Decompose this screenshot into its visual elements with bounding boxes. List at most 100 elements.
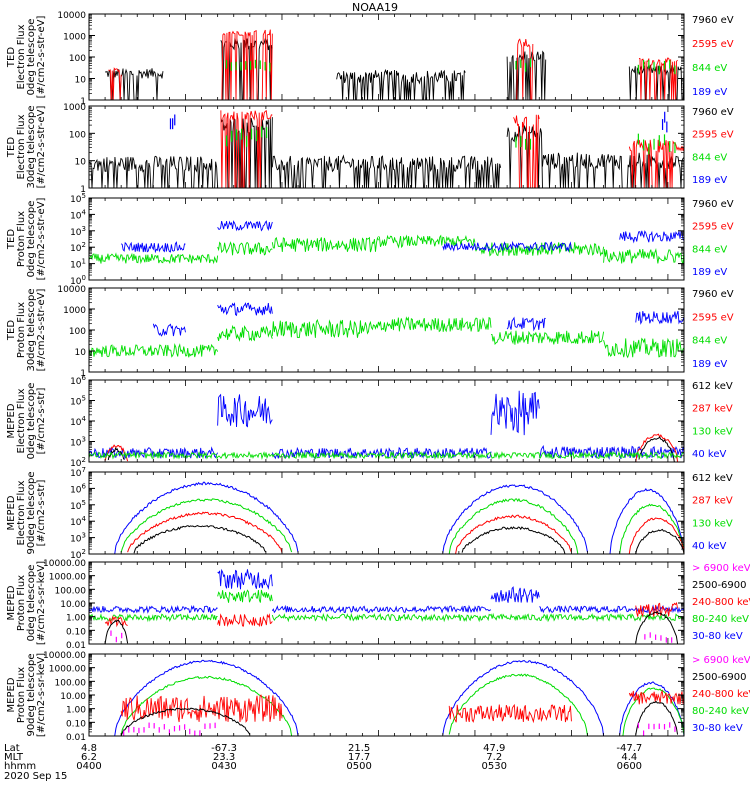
y-tick-label: 0.01 (66, 641, 86, 651)
series-blue-segment (271, 446, 492, 460)
series-green-segment (474, 242, 605, 257)
series-blue-segment (490, 586, 540, 603)
y-axis-label: [#/cm2-s-str-eV] (36, 198, 47, 281)
panel-1 (88, 13, 685, 101)
y-tick-label: 105 (70, 499, 86, 512)
series-blue-segment (538, 444, 684, 460)
panel-frame (88, 105, 685, 189)
footer-hhmm-value: 0600 (617, 761, 642, 772)
footer-lat-value: 47.9 (483, 743, 505, 754)
y-axis-label: TED (6, 320, 17, 341)
y-tick-label: 1000.00 (49, 665, 86, 675)
series-red-segment (455, 514, 572, 554)
legend-entry-red: 2595 eV (692, 312, 734, 323)
series-green-segment (271, 612, 684, 623)
footer-mlt-value: 7.2 (486, 752, 502, 763)
y-tick-label: 105 (70, 192, 86, 205)
y-axis-label: 0deg telescope (26, 383, 37, 460)
series-blue-segment (120, 241, 186, 254)
legend-entry-red: 287 keV (692, 404, 733, 415)
series-red-segment (628, 139, 684, 188)
series-blue-segment (217, 302, 273, 317)
series-black-segment (635, 611, 679, 644)
footer-hhmm-value: 0430 (211, 761, 236, 772)
series-red-segment (638, 57, 678, 100)
y-axis-label: [#/cm2-s-str-eV] (36, 16, 47, 99)
y-tick-label: 10000 (57, 11, 86, 21)
y-tick-label: 1 (80, 97, 86, 107)
y-axis-label: [#/cm2-s-str-eV] (36, 289, 47, 372)
y-tick-label: 100 (69, 130, 86, 140)
series-green-segment (217, 324, 273, 342)
series-black-segment (461, 526, 566, 554)
y-tick-label: 10000.00 (43, 559, 86, 569)
footer-mlt-value: 23.3 (213, 752, 235, 763)
series-blue-segment (89, 446, 219, 460)
panel-frame (88, 287, 685, 373)
y-axis-label: Electron Flux (16, 388, 27, 453)
y-tick-label: 10.00 (60, 692, 86, 702)
legend-entry-black: 2500-6900 (692, 580, 747, 591)
footer-row-label: Lat (4, 743, 20, 754)
y-axis-label: TED (6, 47, 17, 68)
panel-frame (88, 13, 685, 101)
series-red-segment (448, 703, 572, 724)
legend-entry-magenta: > 6900 keV (692, 563, 750, 574)
y-tick-label: 1000.00 (49, 573, 86, 583)
y-tick-label: 10000.00 (43, 651, 86, 661)
y-axis-label: [#/cm2-s-str-eV] (36, 106, 47, 189)
y-tick-label: 105 (70, 395, 86, 408)
series-blue-segment (619, 230, 684, 244)
y-axis-label: 90deg telescope (26, 471, 37, 554)
series-green-segment (271, 236, 379, 253)
legend-entry-red: 2595 eV (692, 39, 734, 50)
panel-4 (88, 287, 685, 373)
series-green-segment (448, 673, 589, 736)
series-green-segment (217, 241, 273, 256)
legend-entry-black: 2500-6900 (692, 672, 747, 683)
footer-lat-value: -47.7 (616, 743, 642, 754)
y-tick-label: 103 (70, 532, 86, 545)
series-green-segment (89, 342, 219, 358)
footer-hhmm-value: 0500 (346, 761, 371, 772)
y-tick-label: 1000 (63, 103, 86, 113)
series-red-segment (516, 38, 534, 100)
y-tick-label: 103 (70, 436, 86, 449)
legend-entry-red: 2595 eV (692, 130, 734, 141)
y-tick-label: 104 (70, 208, 86, 221)
legend-entry-green: 130 keV (692, 426, 733, 437)
legend-entry-red: 240-800 keV (692, 689, 750, 700)
footer-mlt-value: 4.4 (621, 752, 637, 763)
y-tick-label: 100 (69, 327, 86, 337)
footer-mlt-value: 17.7 (348, 752, 370, 763)
series-green-segment (378, 316, 492, 333)
series-blue-segment (89, 604, 218, 614)
series-red-segment (513, 114, 540, 188)
y-tick-label: 10 (75, 76, 87, 86)
series-black-segment (120, 707, 251, 736)
series-blue-segment (506, 316, 546, 332)
series-blue-segment (442, 240, 572, 253)
legend-entry-black: 7960 eV (692, 289, 734, 300)
series-blue-segment (114, 481, 299, 554)
footer-row-label: MLT (4, 752, 24, 763)
y-axis-label: TED (6, 137, 17, 158)
y-tick-label: 0.10 (66, 627, 86, 637)
y-axis-label: 30deg telescope (26, 105, 37, 188)
series-green-segment (603, 337, 684, 359)
y-tick-label: 1 (80, 369, 86, 379)
series-red-segment (104, 444, 129, 462)
footer-hhmm-value: 0400 (76, 761, 101, 772)
series-blue-segment (619, 681, 684, 736)
legend-entry-blue: 189 eV (692, 359, 727, 370)
y-axis-label: 0deg telescope (26, 201, 37, 278)
y-axis-label: Proton Flux (16, 302, 27, 358)
y-axis-label: Proton Flux (16, 211, 27, 267)
series-red-segment (127, 511, 283, 553)
legend-entry-magenta: > 6900 keV (692, 655, 750, 666)
series-green-segment (217, 589, 273, 603)
panel-frame (88, 561, 685, 645)
y-axis-label: MEPED (6, 585, 17, 620)
y-tick-label: 1 (80, 185, 86, 195)
y-axis-label: TED (6, 229, 17, 250)
